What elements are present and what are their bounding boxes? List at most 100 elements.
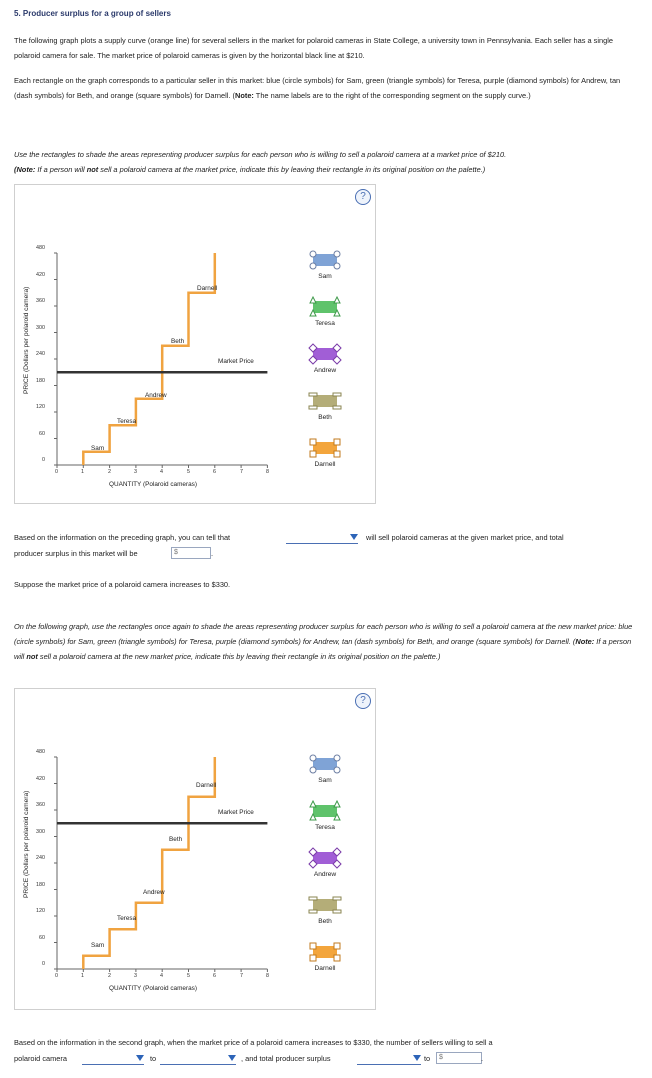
- palette-item-beth[interactable]: Beth: [307, 894, 345, 925]
- q2-period: .: [481, 1054, 484, 1063]
- question-title: 5. Producer surplus for a group of selle…: [14, 9, 171, 18]
- palette-item-sam[interactable]: Sam: [307, 249, 345, 280]
- palette-label: Beth: [318, 414, 332, 421]
- palette-label: Sam: [318, 777, 332, 784]
- chevron-down-icon: [413, 1055, 421, 1061]
- q2-text-b: polaroid camera: [14, 1054, 67, 1063]
- instructions-1: Use the rectangles to shade the areas re…: [14, 150, 507, 174]
- palette-label: Andrew: [313, 871, 337, 878]
- market-price-label: Market Price: [218, 809, 254, 816]
- q2-text-a: Based on the information in the second g…: [14, 1038, 493, 1047]
- x-tick: 7: [240, 973, 243, 979]
- chevron-down-icon: [350, 534, 358, 540]
- y-tick: 420: [36, 272, 45, 278]
- y-tick: 360: [36, 298, 45, 304]
- palette-item-andrew[interactable]: Andrew: [307, 847, 345, 878]
- x-tick: 1: [81, 973, 84, 979]
- sellers-from-dropdown[interactable]: [82, 1053, 144, 1065]
- y-tick: 480: [36, 245, 45, 251]
- segment-label-andrew: Andrew: [145, 392, 167, 399]
- andrew-rectangle-icon[interactable]: [307, 847, 343, 869]
- y-tick: 180: [36, 378, 45, 384]
- x-tick: 6: [213, 973, 216, 979]
- q1-text-b: will sell polaroid cameras at the given …: [366, 533, 564, 542]
- y-tick: 480: [36, 749, 45, 755]
- palette-item-darnell[interactable]: Darnell: [307, 437, 345, 468]
- palette-label: Teresa: [315, 320, 335, 327]
- beth-rectangle-icon[interactable]: [307, 390, 343, 412]
- y-tick: 0: [42, 457, 45, 463]
- y-ticks: 480 420 360 300 240 180 120 60 0: [25, 231, 45, 471]
- darnell-rectangle-icon[interactable]: [307, 941, 343, 963]
- sam-rectangle-icon[interactable]: [307, 249, 343, 271]
- x-ticks: 0 1 2 3 4 5 6 7 8: [53, 973, 283, 983]
- sam-rectangle-icon[interactable]: [307, 753, 343, 775]
- andrew-rectangle-icon[interactable]: [307, 343, 343, 365]
- y-tick: 420: [36, 776, 45, 782]
- intro-paragraph-2: Each rectangle on the graph corresponds …: [14, 76, 621, 100]
- suppose-text: Suppose the market price of a polaroid c…: [14, 580, 231, 589]
- palette-label: Sam: [318, 273, 332, 280]
- sellers-dropdown-1[interactable]: [286, 532, 358, 544]
- x-tick: 7: [240, 469, 243, 475]
- graph-panel-1: ? PRICE (Dollars per polaroid camera) 48…: [14, 184, 376, 504]
- q2-to-1: to: [150, 1054, 157, 1063]
- palette-item-sam[interactable]: Sam: [307, 753, 345, 784]
- help-icon[interactable]: ?: [355, 189, 371, 205]
- teresa-rectangle-icon[interactable]: [307, 295, 343, 318]
- q1-text-a: Based on the information on the precedin…: [14, 533, 231, 542]
- graph-panel-2: ? PRICE (Dollars per polaroid camera) 48…: [14, 688, 376, 1010]
- palette-item-teresa[interactable]: Teresa: [307, 799, 345, 831]
- darnell-rectangle-icon[interactable]: [307, 437, 343, 459]
- x-tick: 5: [187, 469, 190, 475]
- segment-label-sam: Sam: [91, 445, 105, 452]
- beth-rectangle-icon[interactable]: [307, 894, 343, 916]
- x-tick: 4: [160, 469, 163, 475]
- palette-item-beth[interactable]: Beth: [307, 390, 345, 421]
- y-tick: 240: [36, 351, 45, 357]
- segment-label-beth: Beth: [171, 338, 185, 345]
- segment-label-teresa: Teresa: [117, 915, 137, 922]
- segment-label-sam: Sam: [91, 942, 105, 949]
- y-tick: 360: [36, 802, 45, 808]
- market-price-label: Market Price: [218, 358, 254, 365]
- x-tick: 4: [160, 973, 163, 979]
- y-tick: 180: [36, 882, 45, 888]
- q1-period: .: [211, 549, 214, 558]
- palette-label: Darnell: [314, 965, 336, 972]
- palette-item-andrew[interactable]: Andrew: [307, 343, 345, 374]
- palette-item-teresa[interactable]: Teresa: [307, 295, 345, 327]
- q1-text-c: producer surplus in this market will be: [14, 549, 138, 558]
- q2-to-2: to: [424, 1054, 431, 1063]
- teresa-rectangle-icon[interactable]: [307, 799, 343, 822]
- supply-chart-1: [54, 252, 268, 468]
- surplus-input-2[interactable]: $: [436, 1052, 482, 1064]
- x-tick: 2: [108, 469, 111, 475]
- segment-label-darnell: Darnell: [196, 782, 217, 789]
- sellers-to-dropdown[interactable]: [160, 1053, 236, 1065]
- supply-curve: [82, 757, 217, 969]
- x-tick: 2: [108, 973, 111, 979]
- x-axis-label: QUANTITY (Polaroid cameras): [109, 985, 197, 992]
- segment-label-beth: Beth: [169, 836, 183, 843]
- x-tick: 6: [213, 469, 216, 475]
- y-tick: 60: [39, 431, 45, 437]
- y-tick: 120: [36, 908, 45, 914]
- chevron-down-icon: [228, 1055, 236, 1061]
- surplus-input-1[interactable]: $: [171, 547, 211, 559]
- palette-label: Andrew: [313, 367, 337, 374]
- x-tick: 0: [55, 973, 58, 979]
- palette: Sam Teresa Andrew Beth Darnell: [305, 753, 345, 983]
- y-ticks: 480 420 360 300 240 180 120 60 0: [25, 735, 45, 975]
- segment-label-andrew: Andrew: [143, 889, 165, 896]
- x-tick: 8: [266, 469, 269, 475]
- palette-item-darnell[interactable]: Darnell: [307, 941, 345, 972]
- palette: Sam Teresa Andrew Beth Darnell: [305, 249, 345, 479]
- x-tick: 3: [134, 973, 137, 979]
- x-tick: 3: [134, 469, 137, 475]
- y-tick: 120: [36, 404, 45, 410]
- surplus-change-dropdown[interactable]: [357, 1053, 421, 1065]
- x-tick: 1: [81, 469, 84, 475]
- help-icon[interactable]: ?: [355, 693, 371, 709]
